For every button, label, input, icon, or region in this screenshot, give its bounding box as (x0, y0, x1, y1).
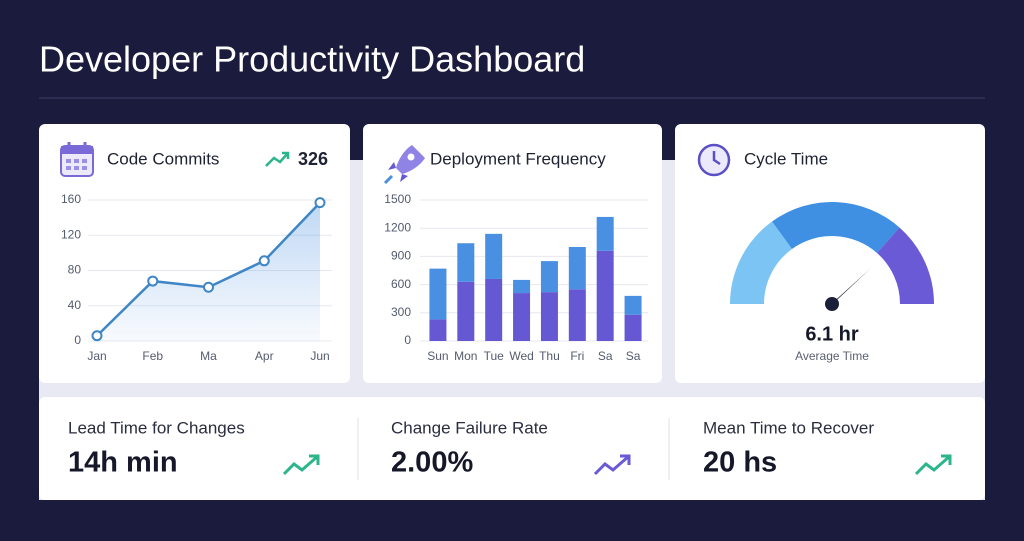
y-tick-label: 1200 (384, 220, 411, 234)
gauge-value: 6.1 hr (805, 323, 859, 345)
trend-icon (914, 454, 951, 476)
y-tick-label: 120 (61, 227, 81, 241)
y-tick-label: 900 (391, 249, 411, 263)
trend-icon (593, 454, 630, 476)
rocket-icon (383, 145, 425, 185)
kpi-label: Lead Time for Changes (68, 418, 245, 437)
gauge-caption: Average Time (795, 349, 869, 363)
bar-segment (485, 278, 503, 341)
kpi-label: Change Failure Rate (391, 418, 548, 437)
bar-segment (513, 293, 531, 341)
x-tick-label: Sa (626, 349, 641, 363)
bar-segment (568, 247, 586, 290)
kpi-label: Mean Time to Recover (703, 418, 874, 437)
card-title: Cycle Time (744, 149, 828, 168)
calendar-icon (60, 142, 94, 177)
line-area (97, 202, 320, 341)
kpi-value: 20 hs (703, 447, 777, 479)
card (39, 397, 985, 500)
bar-segment (485, 233, 503, 279)
card (675, 124, 985, 383)
point (203, 281, 214, 293)
x-tick-label: Thu (539, 349, 560, 363)
bar-segment (429, 319, 447, 341)
x-tick-label: Jun (310, 349, 329, 363)
x-tick-label: Mon (454, 349, 477, 363)
gauge-pivot (825, 297, 839, 311)
x-tick-label: Jan (87, 349, 106, 363)
y-tick-label: 40 (68, 298, 82, 312)
x-tick-label: Tue (484, 349, 505, 363)
point (91, 330, 103, 342)
trend-icon (620, 454, 631, 465)
clock-icon (697, 143, 731, 177)
bar-segment (457, 281, 475, 341)
bar-segment (513, 279, 531, 294)
point (314, 197, 326, 209)
x-tick-label: Sa (598, 349, 613, 363)
gauge-segment (772, 202, 900, 253)
bar-segment (568, 289, 586, 341)
x-tick-label: Fri (570, 349, 584, 363)
bar-segment (596, 250, 614, 341)
bar-segment (429, 268, 447, 320)
y-tick-label: 0 (74, 333, 81, 347)
y-tick-label: 1500 (384, 192, 411, 206)
headline-value: 326 (298, 149, 328, 169)
card-title: Deployment Frequency (430, 149, 606, 168)
kpi-value: 2.00% (391, 447, 473, 479)
bar-segment (540, 261, 558, 293)
gauge-needle (827, 268, 871, 309)
bar-segment (624, 295, 642, 315)
trend-icon (282, 454, 319, 476)
bar-segment (624, 314, 642, 341)
trend-icon (941, 454, 952, 465)
card-title: Code Commits (107, 149, 219, 168)
point (147, 275, 159, 287)
x-tick-label: Feb (142, 349, 163, 363)
y-tick-label: 80 (68, 263, 82, 277)
trend-icon (309, 454, 320, 465)
y-tick-label: 600 (391, 277, 411, 291)
trend-icon (282, 151, 290, 159)
bar-segment (540, 292, 558, 341)
y-tick-label: 0 (404, 333, 411, 347)
y-tick-label: 300 (391, 305, 411, 319)
gauge-segment (730, 221, 793, 304)
y-tick-label: 160 (61, 192, 81, 206)
kpi-value: 14h min (68, 447, 178, 479)
x-tick-label: Apr (255, 349, 274, 363)
page-title: Developer Productivity Dashboard (39, 39, 585, 80)
bar-segment (596, 216, 614, 251)
x-tick-label: Sun (427, 349, 448, 363)
gauge-segment (876, 227, 934, 304)
point (258, 255, 270, 267)
x-tick-label: Wed (509, 349, 533, 363)
bar-segment (457, 243, 475, 282)
x-tick-label: Ma (200, 349, 217, 363)
trend-icon (265, 152, 289, 167)
